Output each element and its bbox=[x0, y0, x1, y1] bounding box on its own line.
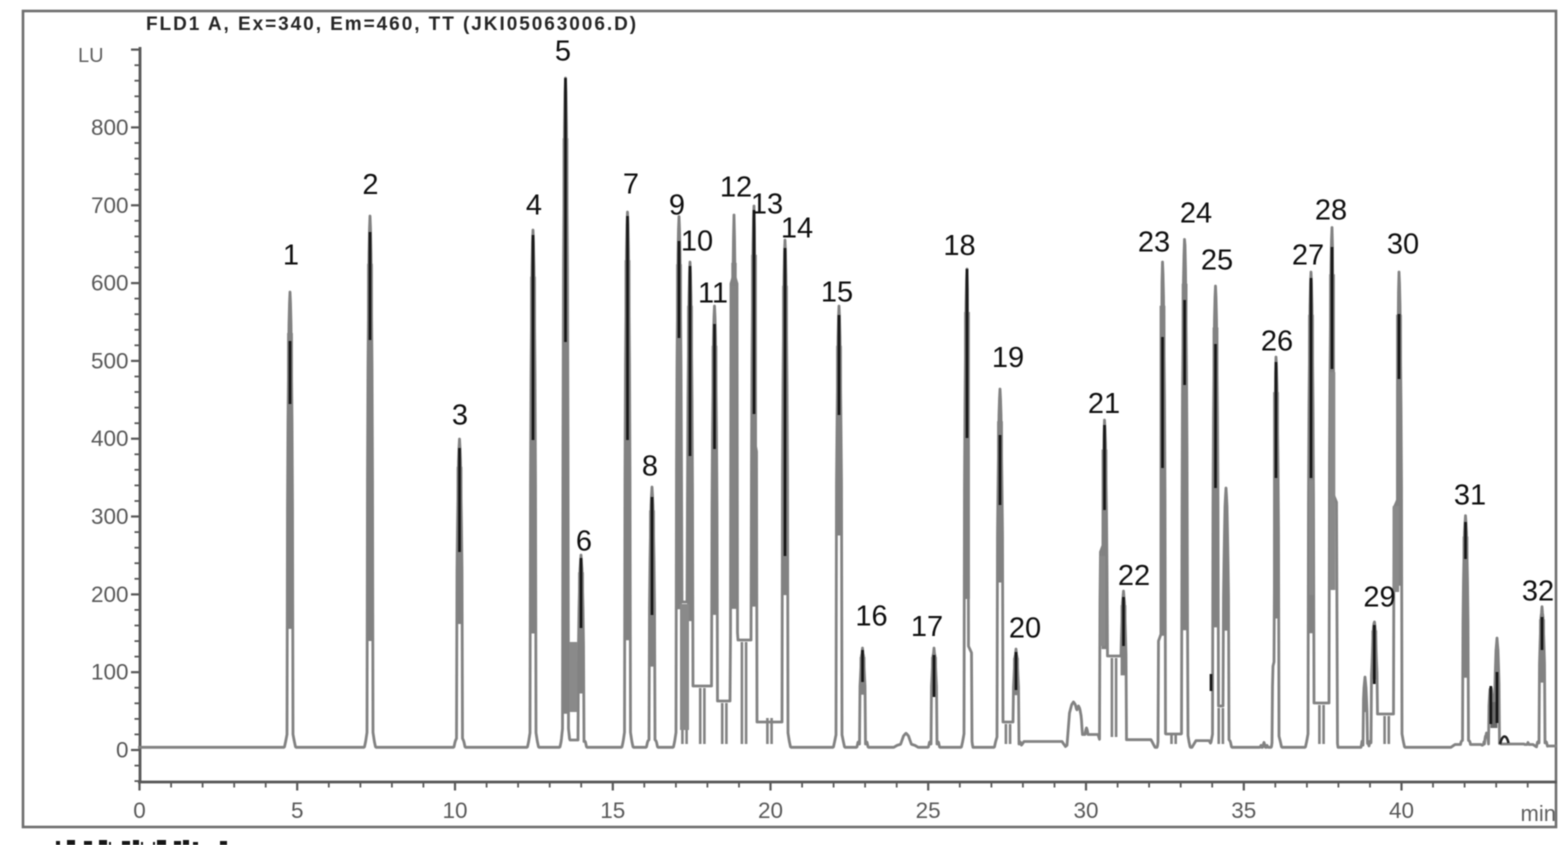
svg-text:25: 25 bbox=[916, 798, 941, 823]
svg-text:18: 18 bbox=[943, 230, 975, 262]
svg-text:3: 3 bbox=[452, 400, 468, 432]
svg-text:min: min bbox=[1521, 801, 1556, 826]
svg-text:14: 14 bbox=[781, 213, 813, 245]
svg-text:22: 22 bbox=[1118, 560, 1150, 592]
svg-text:10: 10 bbox=[681, 226, 713, 258]
svg-text:4: 4 bbox=[526, 190, 542, 222]
svg-text:20: 20 bbox=[1009, 613, 1041, 645]
svg-text:9: 9 bbox=[669, 190, 685, 222]
svg-text:15: 15 bbox=[821, 277, 853, 309]
svg-text:500: 500 bbox=[91, 348, 129, 373]
svg-text:32: 32 bbox=[1522, 576, 1554, 608]
svg-text:15: 15 bbox=[600, 798, 625, 823]
svg-text:0: 0 bbox=[133, 798, 146, 823]
svg-text:30: 30 bbox=[1387, 229, 1419, 261]
svg-text:10: 10 bbox=[442, 798, 467, 823]
svg-text:1: 1 bbox=[283, 240, 299, 272]
svg-text:12: 12 bbox=[720, 172, 752, 204]
svg-text:7: 7 bbox=[623, 169, 639, 201]
svg-text:35: 35 bbox=[1231, 798, 1256, 823]
svg-text:28: 28 bbox=[1315, 195, 1347, 227]
svg-text:800: 800 bbox=[91, 115, 129, 140]
svg-text:26: 26 bbox=[1261, 326, 1293, 358]
svg-text:5: 5 bbox=[555, 36, 571, 68]
svg-text:31: 31 bbox=[1454, 480, 1486, 512]
svg-text:21: 21 bbox=[1088, 388, 1120, 420]
svg-text:30: 30 bbox=[1073, 798, 1098, 823]
svg-text:400: 400 bbox=[91, 426, 129, 451]
svg-text:29: 29 bbox=[1363, 582, 1395, 614]
svg-text:200: 200 bbox=[91, 582, 129, 607]
svg-text:25: 25 bbox=[1201, 245, 1233, 277]
svg-text:2: 2 bbox=[362, 169, 378, 201]
svg-text:11: 11 bbox=[698, 278, 728, 310]
svg-text:27: 27 bbox=[1292, 240, 1324, 272]
svg-text:300: 300 bbox=[91, 504, 129, 529]
svg-text:40: 40 bbox=[1389, 798, 1414, 823]
svg-text:20: 20 bbox=[758, 798, 783, 823]
svg-text:600: 600 bbox=[91, 271, 129, 296]
svg-text:LU: LU bbox=[78, 45, 104, 67]
svg-text:24: 24 bbox=[1180, 198, 1212, 230]
svg-text:16: 16 bbox=[855, 601, 887, 633]
svg-text:700: 700 bbox=[91, 193, 129, 218]
svg-text:6: 6 bbox=[576, 526, 592, 558]
svg-text:13: 13 bbox=[751, 189, 783, 221]
svg-text:100: 100 bbox=[91, 660, 129, 685]
svg-text:19: 19 bbox=[992, 342, 1024, 374]
svg-text:8: 8 bbox=[642, 451, 658, 483]
svg-text:FLD1 A, Ex=340, Em=460, TT (JK: FLD1 A, Ex=340, Em=460, TT (JKI05063006.… bbox=[146, 14, 638, 35]
svg-text:17: 17 bbox=[911, 611, 943, 643]
svg-text:0: 0 bbox=[116, 738, 129, 763]
svg-text:5: 5 bbox=[291, 798, 304, 823]
svg-text:23: 23 bbox=[1138, 227, 1170, 259]
